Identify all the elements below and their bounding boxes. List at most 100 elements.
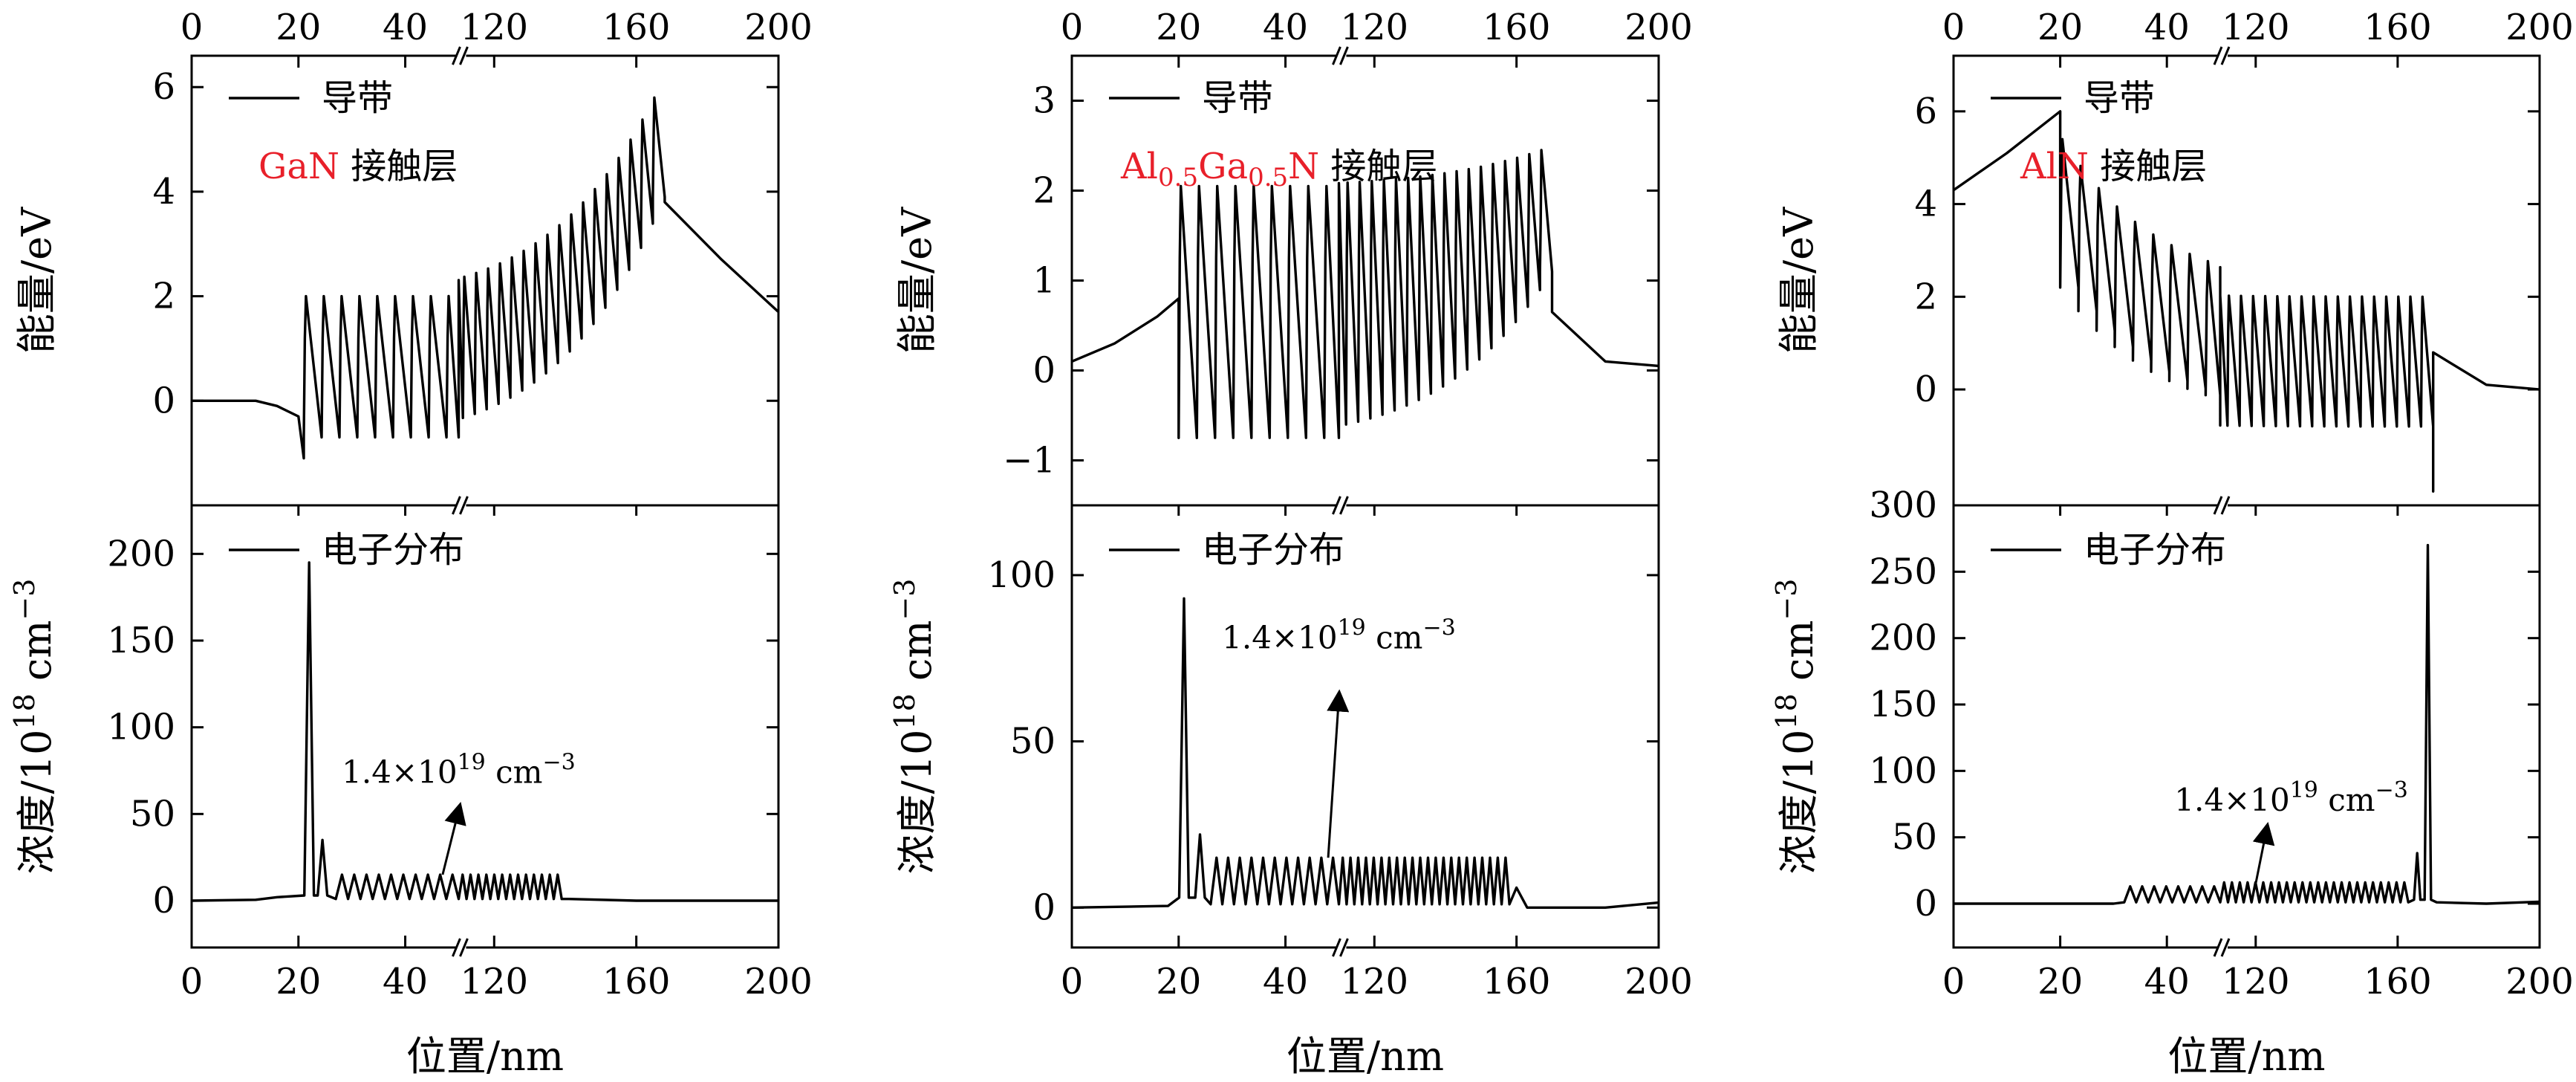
contact-layer-label: AlN 接触层 xyxy=(2020,146,2207,187)
y-tick-label: 200 xyxy=(1869,618,1937,659)
axis-break-mark xyxy=(1332,938,1341,957)
electron-frame xyxy=(1070,504,1660,949)
electron-curve xyxy=(1954,543,2540,905)
x-tick-label-bottom: 20 xyxy=(276,961,321,1002)
x-tick-label-bottom: 20 xyxy=(1156,961,1201,1002)
y-tick-label: 100 xyxy=(1869,750,1937,791)
x-tick-label-bottom: 40 xyxy=(1263,961,1308,1002)
doping-annotation: 1.4×1019 cm−3 xyxy=(2174,777,2408,818)
annotation-arrow xyxy=(1327,689,1350,858)
electron-y-axis-label: 浓度/1018 cm−3 xyxy=(1770,579,1822,875)
y-tick-label: 50 xyxy=(1892,817,1937,858)
x-tick-label-top: 0 xyxy=(1942,7,1965,48)
y-tick-label: 150 xyxy=(1869,684,1937,725)
x-tick-label-top: 120 xyxy=(2222,7,2290,48)
contact-layer-suffix: 接触层 xyxy=(339,146,458,187)
axis-break-mark xyxy=(1332,496,1341,515)
band-curve xyxy=(1953,110,2540,493)
y-tick-label: 50 xyxy=(1010,721,1056,762)
y-tick-label: 2 xyxy=(152,276,175,317)
axis-break-mark xyxy=(452,938,461,957)
x-tick-label-bottom: 0 xyxy=(1061,961,1084,1002)
band-y-axis-label: 能量/eV xyxy=(13,207,60,354)
y-tick-label: 6 xyxy=(152,66,175,108)
annotation-arrow xyxy=(2252,821,2275,884)
x-tick-label-bottom: 120 xyxy=(1340,961,1408,1002)
y-tick-label: 3 xyxy=(1032,80,1056,122)
contact-layer-name-part: Al xyxy=(1120,146,1158,187)
contact-layer-suffix: 接触层 xyxy=(2089,146,2207,187)
y-tick-label: 250 xyxy=(1869,551,1937,592)
band-y-axis-label: 能量/eV xyxy=(894,207,940,354)
axis-break-mark xyxy=(2213,46,2223,65)
x-tick-label-top: 40 xyxy=(2144,7,2190,48)
x-tick-label-top: 20 xyxy=(276,7,321,48)
x-axis-label: 位置/nm xyxy=(1287,1033,1444,1080)
axis-break-mark xyxy=(1332,46,1341,65)
y-tick-label: 2 xyxy=(1914,276,1937,317)
y-tick-label: 2 xyxy=(1032,170,1056,212)
y-tick-label: 0 xyxy=(1914,369,1937,410)
x-tick-label-top: 40 xyxy=(1263,7,1308,48)
x-axis-label: 位置/nm xyxy=(2167,1033,2325,1080)
axis-break-mark xyxy=(452,46,461,65)
x-tick-label-bottom: 160 xyxy=(602,961,671,1002)
x-tick-label-top: 20 xyxy=(1156,7,1201,48)
x-tick-label-bottom: 0 xyxy=(1942,961,1965,1002)
axis-break-mark xyxy=(2213,496,2223,515)
contact-layer-name: GaN xyxy=(258,146,339,187)
y-tick-label: 6 xyxy=(1914,91,1937,132)
y-tick-label: 0 xyxy=(1914,883,1937,924)
axis-break-mark xyxy=(459,938,469,957)
electron-legend-label: 电子分布 xyxy=(1202,529,1344,571)
electron-frame xyxy=(1952,504,2541,949)
x-tick-label-top: 160 xyxy=(2364,7,2432,48)
x-tick-label-top: 160 xyxy=(602,7,671,48)
doping-annotation: 1.4×1019 cm−3 xyxy=(342,749,576,790)
x-tick-label-top: 40 xyxy=(383,7,428,48)
axis-break-mark xyxy=(1339,938,1349,957)
x-tick-label-top: 20 xyxy=(2037,7,2083,48)
electron-curve xyxy=(191,561,778,902)
electron-legend-label: 电子分布 xyxy=(322,529,464,571)
band-y-axis-label: 能量/eV xyxy=(1775,207,1822,354)
contact-layer-name-part: N xyxy=(1288,146,1319,187)
band-curve xyxy=(192,96,780,460)
contact-layer-name: AlN xyxy=(2020,146,2089,187)
axis-break-mark xyxy=(459,46,469,65)
y-tick-label: 0 xyxy=(152,880,175,921)
x-tick-label-top: 0 xyxy=(1061,7,1084,48)
x-tick-label-top: 200 xyxy=(2505,7,2574,48)
x-tick-label-bottom: 0 xyxy=(180,961,204,1002)
x-tick-label-top: 200 xyxy=(744,7,813,48)
band-legend-label: 导带 xyxy=(322,77,393,119)
y-tick-label: 200 xyxy=(107,533,175,574)
y-tick-label: 0 xyxy=(1032,887,1056,928)
y-tick-label: −1 xyxy=(1003,440,1056,482)
x-tick-label-bottom: 120 xyxy=(460,961,528,1002)
x-tick-label-bottom: 40 xyxy=(2144,961,2190,1002)
y-tick-label: 1 xyxy=(1032,260,1056,302)
y-tick-label: 100 xyxy=(107,707,175,748)
x-tick-label-bottom: 200 xyxy=(744,961,813,1002)
contact-layer-label: Al0.5Ga0.5N 接触层 xyxy=(1120,146,1437,192)
band-legend-label: 导带 xyxy=(2084,77,2155,119)
y-tick-label: 0 xyxy=(1032,350,1056,392)
x-tick-label-bottom: 160 xyxy=(2364,961,2432,1002)
x-tick-label-bottom: 160 xyxy=(1483,961,1551,1002)
x-tick-label-bottom: 20 xyxy=(2037,961,2083,1002)
electron-y-axis-label: 浓度/1018 cm−3 xyxy=(888,579,940,875)
x-tick-label-top: 160 xyxy=(1483,7,1551,48)
x-tick-label-bottom: 200 xyxy=(2505,961,2574,1002)
y-tick-label: 4 xyxy=(152,171,175,213)
axis-break-mark xyxy=(2213,938,2223,957)
band-curve xyxy=(1071,149,1659,439)
y-tick-label: 50 xyxy=(130,793,175,835)
axis-break-mark xyxy=(459,496,469,515)
annotation-arrow xyxy=(441,802,466,875)
axis-break-mark xyxy=(1339,496,1349,515)
axis-break-mark xyxy=(2220,46,2231,65)
